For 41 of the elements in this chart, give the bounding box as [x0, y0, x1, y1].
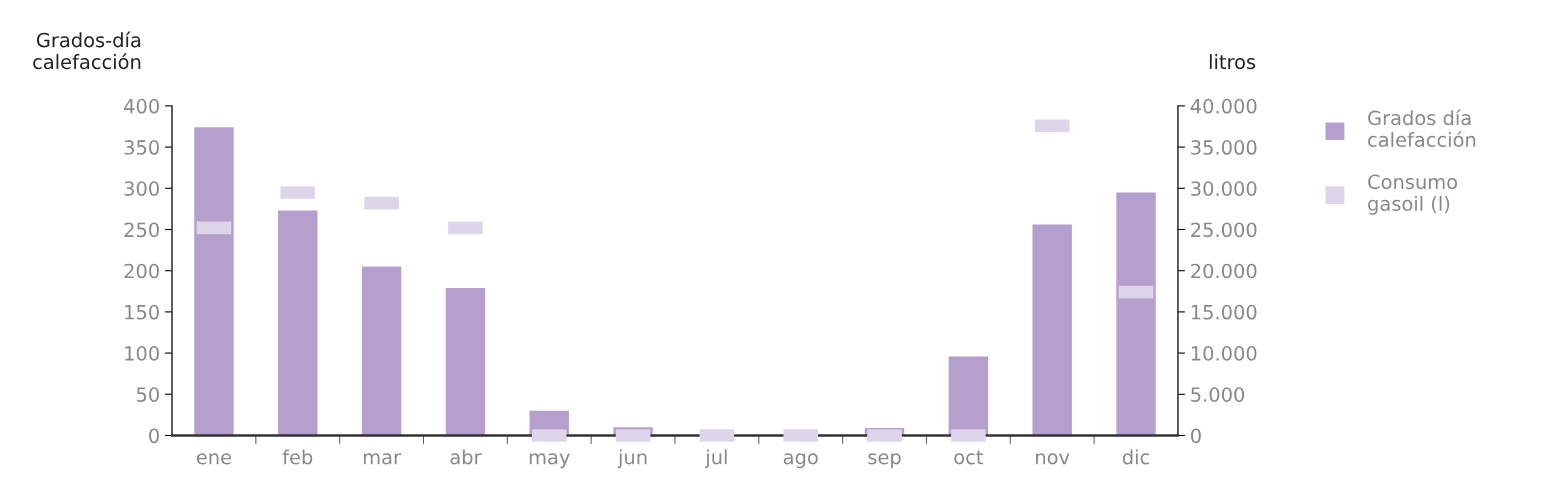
- x-tick-label: jun: [617, 449, 647, 469]
- y-axis-title: Grados-día calefacción: [33, 31, 141, 70]
- bar: [1032, 224, 1072, 436]
- y-tick-label: 300: [124, 181, 159, 196]
- y2-axis-title: litros: [1209, 54, 1256, 70]
- y-tick-label: 0: [149, 428, 159, 444]
- x-tick-label: feb: [282, 449, 313, 465]
- y2-tick-label: 10.000: [1191, 346, 1257, 361]
- y2-tick-label: 15.000: [1191, 304, 1257, 320]
- bar: [361, 266, 402, 436]
- x-tick-label: jul: [704, 449, 727, 469]
- legend-label: Consumo gasoil (l): [1368, 174, 1458, 215]
- x-tick-label: ene: [196, 453, 232, 465]
- y2-tick-label: 0: [1191, 428, 1201, 444]
- bar: [1116, 192, 1156, 436]
- bar: [194, 127, 234, 436]
- x-tick-label: may: [529, 453, 570, 469]
- y2-tick-label: 20.000: [1191, 263, 1257, 279]
- x-tick-label: oct: [954, 450, 984, 465]
- y-tick-label: 50: [136, 387, 159, 402]
- y2-tick-label: 5.000: [1191, 387, 1245, 402]
- x-tick-label: sep: [868, 453, 901, 469]
- legend-label: Grados día calefacción: [1368, 109, 1476, 148]
- bar: [948, 356, 989, 436]
- y2-tick-label: 30.000: [1191, 181, 1257, 196]
- y-tick-label: 350: [124, 140, 159, 155]
- x-tick-label: abr: [450, 449, 482, 465]
- y-tick-label: 400: [124, 98, 159, 114]
- bar: [445, 288, 486, 436]
- x-tick-label: dic: [1122, 449, 1150, 465]
- y-tick-label: 150: [125, 304, 159, 320]
- y-tick-label: 250: [124, 222, 159, 238]
- y-tick-label: 200: [124, 263, 159, 279]
- x-tick-label: ago: [783, 453, 818, 469]
- y2-tick-label: 25.000: [1191, 222, 1257, 238]
- y-tick-label: 100: [125, 346, 159, 361]
- y2-tick-label: 35.000: [1191, 140, 1257, 155]
- x-tick-label: nov: [1036, 453, 1070, 465]
- x-tick-label: mar: [363, 453, 402, 465]
- bar: [278, 210, 318, 436]
- y2-tick-label: 40.000: [1190, 98, 1257, 114]
